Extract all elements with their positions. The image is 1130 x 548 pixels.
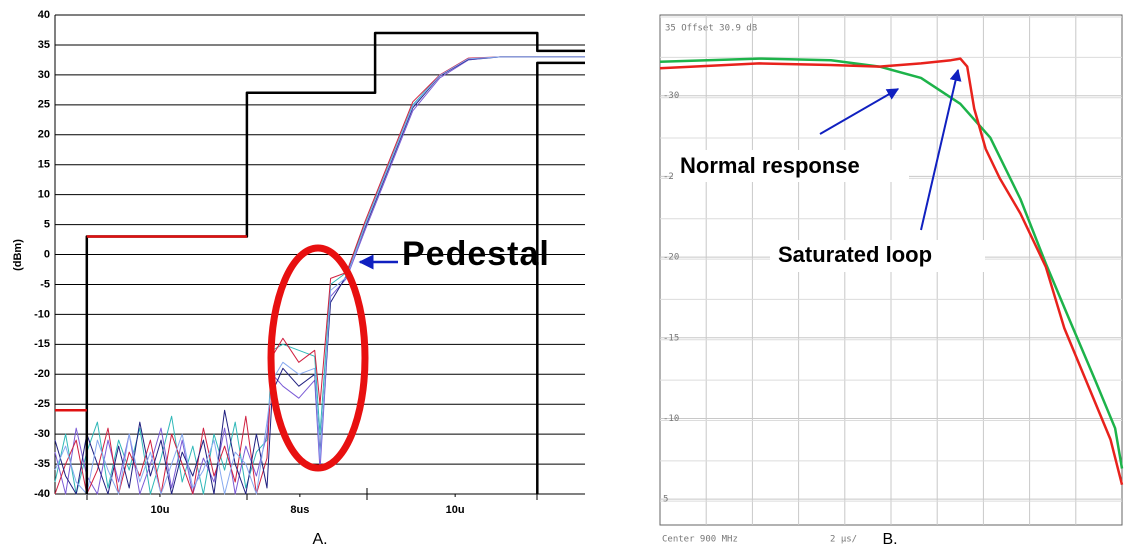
x-label: 2 µs/ <box>830 535 857 545</box>
y-tick-label: -35 <box>34 458 50 470</box>
y-tick-label: -40 <box>34 488 50 500</box>
y-tick-label: -30 <box>663 91 679 101</box>
annotation: Pedestal <box>402 235 550 273</box>
y-tick-label: 5 <box>44 218 50 230</box>
figure: (dBm) 35 Offset 30.9 dB Center 900 MHz 2… <box>0 0 1130 548</box>
annotation: Saturated loop <box>778 242 932 267</box>
y-tick-label: -15 <box>663 333 679 343</box>
chart-title: 35 Offset 30.9 dB <box>665 24 757 34</box>
y-tick-label: -10 <box>663 414 679 424</box>
y-axis-label: (dBm) <box>12 239 24 271</box>
y-tick-label: -20 <box>663 253 679 263</box>
y-tick-label: 20 <box>38 129 50 141</box>
x-tick-label: 8us <box>290 504 309 516</box>
y-tick-label: -5 <box>40 278 50 290</box>
x-label: Center 900 MHz <box>662 535 738 545</box>
y-tick-label: 10 <box>38 189 50 201</box>
y-tick-label: -10 <box>34 308 50 320</box>
y-tick-label: 0 <box>44 248 50 260</box>
y-tick-label: -15 <box>34 338 50 350</box>
y-tick-label: -2 <box>663 172 674 182</box>
y-tick-label: 5 <box>663 495 668 505</box>
y-tick-label: 35 <box>38 39 50 51</box>
y-tick-label: -20 <box>34 368 50 380</box>
y-tick-label: -30 <box>34 428 50 440</box>
background <box>0 0 1130 548</box>
annotation: Normal response <box>680 153 860 178</box>
caption: A. <box>312 531 327 548</box>
x-tick-label: 10u <box>150 504 169 516</box>
y-tick-label: -25 <box>34 398 50 410</box>
y-tick-label: 15 <box>38 159 50 171</box>
x-tick-label: 10u <box>446 504 465 516</box>
y-tick-label: 30 <box>38 69 50 81</box>
y-tick-label: 40 <box>38 9 50 21</box>
y-tick-label: 25 <box>38 99 50 111</box>
caption: B. <box>882 531 897 548</box>
